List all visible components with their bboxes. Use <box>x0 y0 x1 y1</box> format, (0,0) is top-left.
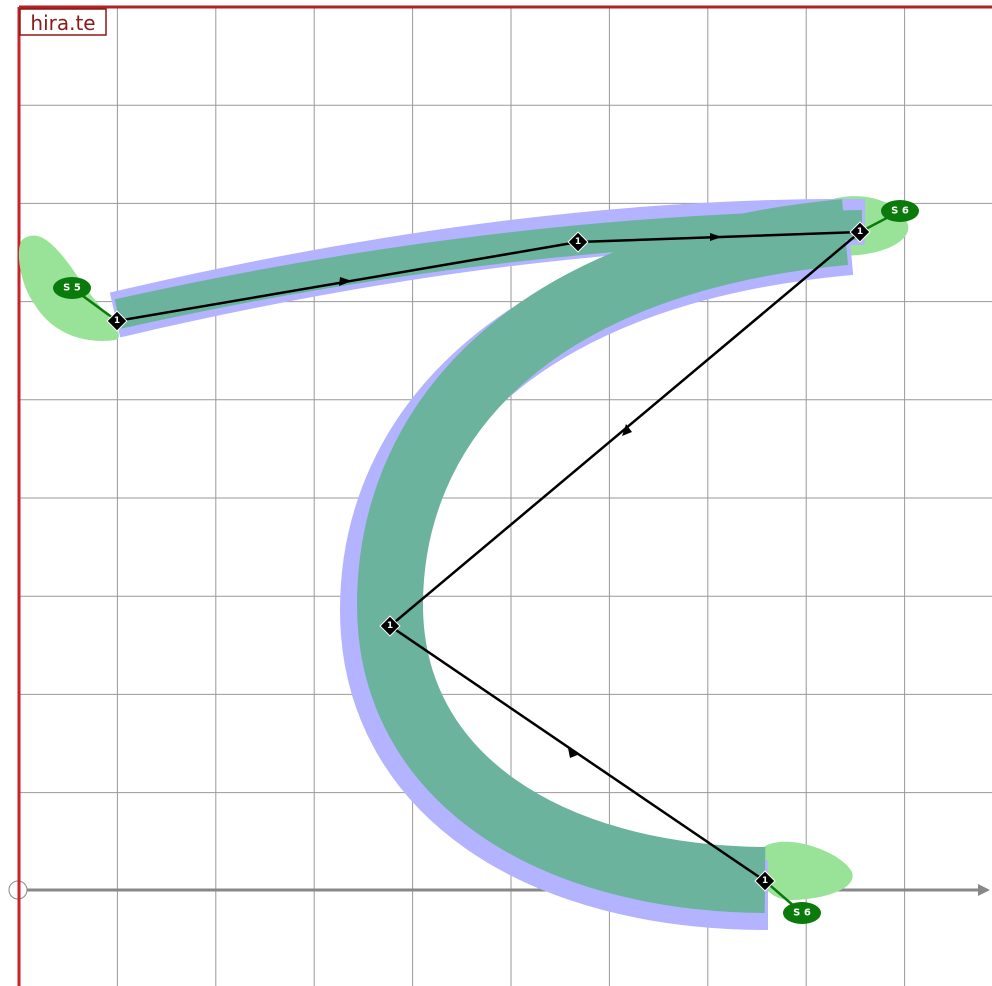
node-label: 1 <box>762 876 768 886</box>
stroke-label: S 5 <box>63 283 81 294</box>
node-marker <box>379 615 401 637</box>
node-label: 1 <box>387 621 393 631</box>
stroke-label-badge <box>783 902 821 924</box>
baseline-arrow <box>978 884 990 896</box>
stroke-body <box>356 199 849 913</box>
arrow <box>339 277 352 286</box>
node-label: 1 <box>114 316 120 326</box>
glyph-title: hira.te <box>30 11 95 35</box>
node-marker <box>106 310 128 332</box>
nodes: 1 1 1 1 1 <box>106 221 871 892</box>
direction-arrows <box>339 233 722 758</box>
arrow <box>710 233 722 241</box>
title-box <box>19 8 107 36</box>
stroke-label: S 6 <box>891 206 909 217</box>
arrow <box>622 424 632 436</box>
stroke-label: S 6 <box>793 908 811 919</box>
node-label: 1 <box>575 237 581 247</box>
stroke-end-blob <box>756 841 853 900</box>
stroke-labels: S 5 S 6 S 6 <box>53 200 919 924</box>
stroke-label-badge <box>881 200 919 222</box>
arrow <box>568 748 580 758</box>
node-marker <box>849 221 871 243</box>
stroke-label-badge <box>53 277 91 299</box>
node-label: 1 <box>857 227 863 237</box>
node-marker <box>754 870 776 892</box>
node-marker <box>567 231 589 253</box>
